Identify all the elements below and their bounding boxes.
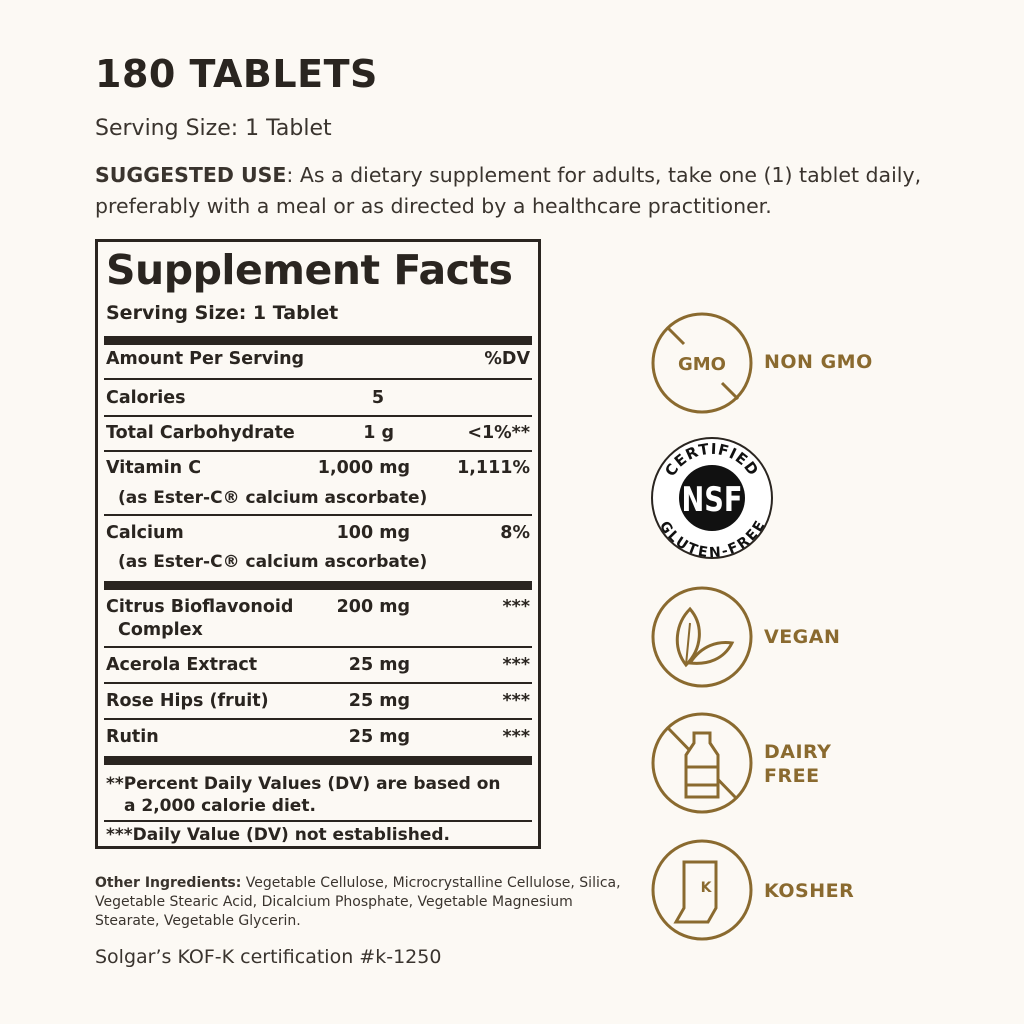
table-row: Rose Hips (fruit) 25 mg ***: [106, 691, 530, 715]
nutrient-amount: 25 mg: [348, 727, 410, 747]
facts-serving-size: Serving Size: 1 Tablet: [106, 302, 339, 324]
kosher-icon-text: K: [701, 880, 713, 896]
nutrient-name: Total Carbohydrate: [106, 423, 295, 443]
nutrient-amount: 5: [371, 388, 384, 408]
nutrient-amount: 1,000 mg: [317, 458, 410, 478]
divider: [104, 682, 532, 684]
facts-header-row: Amount Per Serving %DV: [106, 349, 530, 373]
vegan-label: VEGAN: [764, 626, 841, 648]
nutrient-source: (as Ester-C® calcium ascorbate): [118, 488, 428, 508]
nutrient-amount: 25 mg: [348, 691, 410, 711]
nutrient-name: Vitamin C: [106, 458, 202, 478]
nutrient-amount: 200 mg: [336, 597, 410, 617]
divider: [104, 378, 532, 380]
nutrient-amount: 100 mg: [336, 523, 410, 543]
footnote-dv-cont: a 2,000 calorie diet.: [124, 796, 316, 816]
other-ingredients-text: Vegetable Cellulose, Microcrystalline Ce…: [95, 875, 621, 929]
suggested-use-label: SUGGESTED USE: [95, 163, 287, 187]
divider: [104, 415, 532, 417]
divider: [104, 581, 532, 590]
facts-title: Supplement Facts: [106, 246, 513, 294]
divider: [104, 646, 532, 648]
nutrient-name: Acerola Extract: [106, 655, 258, 675]
table-row: Citrus Bioflavonoid 200 mg ***: [106, 597, 530, 621]
table-row: Acerola Extract 25 mg ***: [106, 655, 530, 679]
gmo-icon-text: GMO: [678, 354, 726, 375]
divider: [104, 718, 532, 720]
tablet-count: 180 TABLETS: [95, 52, 378, 96]
footnote-dv: **Percent Daily Values (DV) are based on: [106, 774, 501, 794]
table-row: Total Carbohydrate 1 g <1%**: [106, 423, 530, 447]
other-ingredients: Other Ingredients: Vegetable Cellulose, …: [95, 874, 635, 931]
table-row: Vitamin C 1,000 mg 1,111%: [106, 458, 530, 482]
nutrient-dv: ***: [502, 691, 530, 711]
kosher-label: KOSHER: [764, 880, 855, 902]
nutrient-name: Calcium: [106, 523, 184, 543]
divider: [104, 756, 532, 765]
nutrient-amount: 1 g: [363, 423, 394, 443]
supplement-facts-panel: Supplement Facts Serving Size: 1 Tablet …: [95, 239, 541, 849]
nutrient-amount: 25 mg: [348, 655, 410, 675]
kosher-icon: K: [651, 839, 753, 941]
suggested-use: SUGGESTED USE: As a dietary supplement f…: [95, 160, 935, 222]
nutrient-dv: 8%: [500, 523, 530, 543]
dairy-free-label-line1: DAIRY: [764, 741, 832, 763]
nsf-text: NSF: [682, 480, 743, 520]
divider: [104, 820, 532, 822]
nutrient-dv: ***: [502, 655, 530, 675]
nsf-gluten-free-seal: CERTIFIED GLUTEN-FREE NSF: [651, 437, 773, 560]
dv-header: %DV: [484, 349, 530, 369]
nutrient-dv: ***: [502, 597, 530, 617]
nutrient-dv: ***: [502, 727, 530, 747]
footnote-not-established: ***Daily Value (DV) not established.: [106, 825, 450, 845]
other-ingredients-label: Other Ingredients:: [95, 875, 242, 891]
non-gmo-icon: GMO: [651, 312, 753, 414]
nutrient-dv: 1,111%: [457, 458, 530, 478]
suggested-use-text: : As a dietary supplement for adults, ta…: [95, 163, 922, 218]
divider: [104, 514, 532, 516]
dairy-free-label-line2: FREE: [764, 765, 820, 787]
vegan-leaf-icon: [651, 586, 753, 688]
divider: [104, 450, 532, 452]
nutrient-name: Rutin: [106, 727, 159, 747]
kosher-certification: Solgar’s KOF-K certification #k-1250: [95, 946, 442, 968]
nutrient-name: Citrus Bioflavonoid: [106, 597, 294, 617]
divider: [104, 336, 532, 345]
table-row: Calories 5: [106, 388, 530, 412]
non-gmo-label: NON GMO: [764, 351, 873, 373]
nutrient-dv: <1%**: [467, 423, 530, 443]
nutrient-name-cont: Complex: [118, 620, 203, 640]
dairy-free-bottle-icon: [651, 712, 753, 814]
nutrient-source: (as Ester-C® calcium ascorbate): [118, 552, 428, 572]
nutrient-name: Rose Hips (fruit): [106, 691, 269, 711]
serving-size: Serving Size: 1 Tablet: [95, 116, 332, 141]
nutrient-name: Calories: [106, 388, 186, 408]
amount-header: Amount Per Serving: [106, 349, 305, 369]
table-row: Calcium 100 mg 8%: [106, 523, 530, 547]
table-row: Rutin 25 mg ***: [106, 727, 530, 751]
